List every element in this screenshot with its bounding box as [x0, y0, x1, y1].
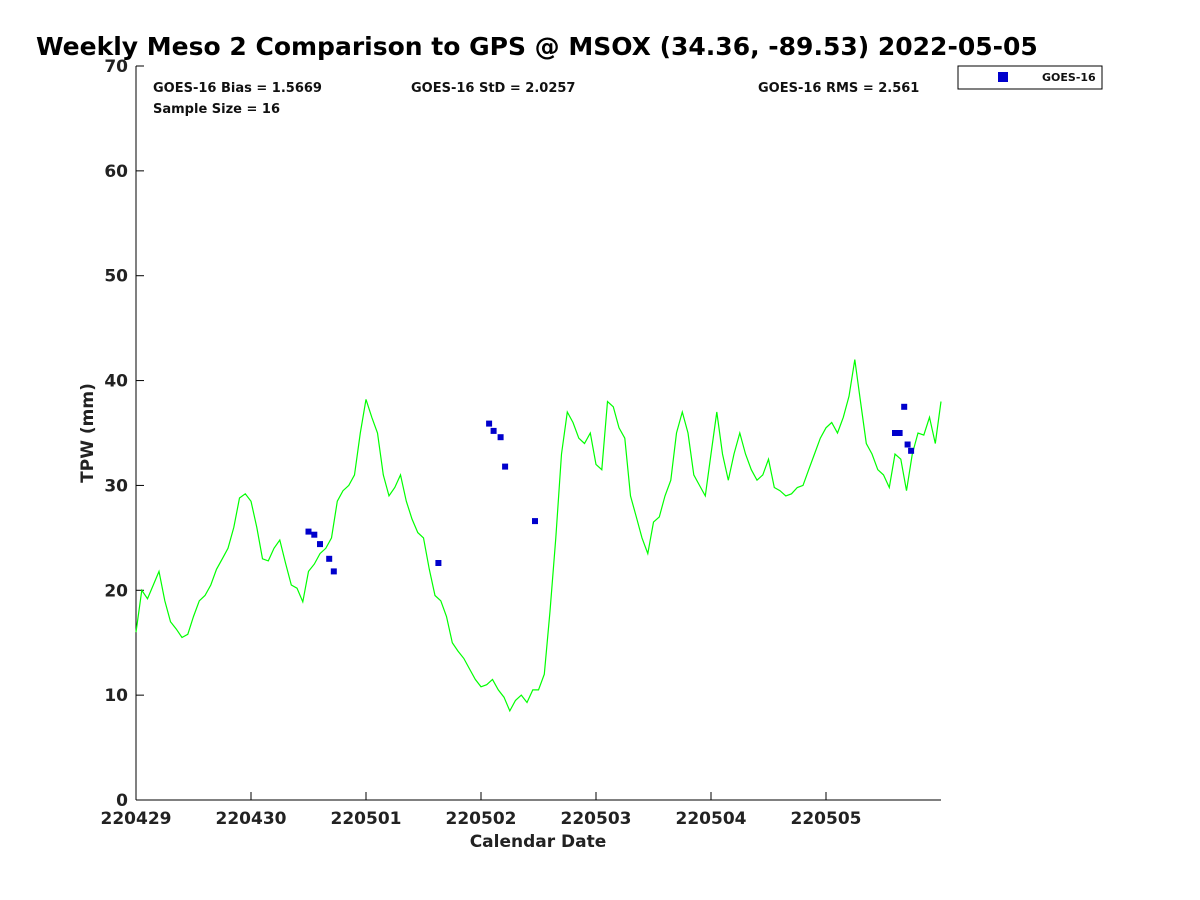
y-axis-ticks: 0 10 20 30 40 50 60 70: [104, 57, 144, 811]
legend-marker-goes16: [998, 72, 1008, 82]
x-axis-ticks: 220429 220430 220501 220502 220503 220504 2205…: [101, 792, 862, 829]
x-tick-label: 220503: [561, 809, 632, 829]
goes16-point: [904, 441, 911, 448]
bias-annotation: GOES-16 Bias = 1.5669: [153, 81, 322, 96]
goes16-point: [502, 463, 509, 470]
x-tick-label: 220429: [101, 809, 172, 829]
goes16-points: [305, 403, 915, 575]
y-tick-label: 30: [104, 476, 128, 496]
gps-line: [135, 359, 942, 713]
goes16-point: [908, 447, 915, 454]
chart-title: Weekly Meso 2 Comparison to GPS @ MSOX (…: [36, 32, 1038, 61]
goes16-point: [497, 434, 504, 441]
x-tick-label: 220505: [791, 809, 862, 829]
x-axis-label: Calendar Date: [470, 832, 607, 852]
y-tick-label: 70: [104, 57, 128, 77]
goes16-point: [892, 430, 898, 436]
legend: GOES-16: [957, 65, 1103, 90]
y-tick-label: 0: [116, 791, 128, 811]
y-tick-label: 10: [104, 686, 128, 706]
goes16-point: [901, 403, 908, 410]
x-tick-label: 220502: [446, 809, 517, 829]
std-annotation: GOES-16 StD = 2.0257: [411, 81, 575, 96]
goes16-point: [486, 420, 493, 427]
sample-size-annotation: Sample Size = 16: [153, 102, 280, 117]
y-tick-label: 40: [104, 372, 128, 392]
x-tick-label: 220504: [676, 809, 747, 829]
y-tick-label: 50: [104, 267, 128, 287]
goes16-point: [311, 531, 318, 538]
legend-label-goes16: GOES-16: [1042, 71, 1096, 84]
goes16-point: [330, 568, 337, 575]
legend-box: [957, 65, 1103, 90]
goes16-point: [490, 427, 497, 434]
y-axis-label: TPW (mm): [78, 383, 98, 483]
goes16-point: [326, 555, 333, 562]
goes16-point: [532, 518, 538, 525]
goes16-point: [435, 560, 442, 566]
x-tick-label: 220501: [331, 809, 402, 829]
plot-frame: [135, 66, 941, 801]
gps-line-series: [135, 359, 942, 713]
goes16-point: [317, 541, 323, 548]
goes16-point: [305, 528, 312, 535]
rms-annotation: GOES-16 RMS = 2.561: [758, 81, 919, 96]
x-tick-label: 220430: [216, 809, 287, 829]
goes16-point: [896, 430, 903, 436]
y-tick-label: 60: [104, 162, 128, 182]
y-tick-label: 20: [104, 581, 128, 601]
